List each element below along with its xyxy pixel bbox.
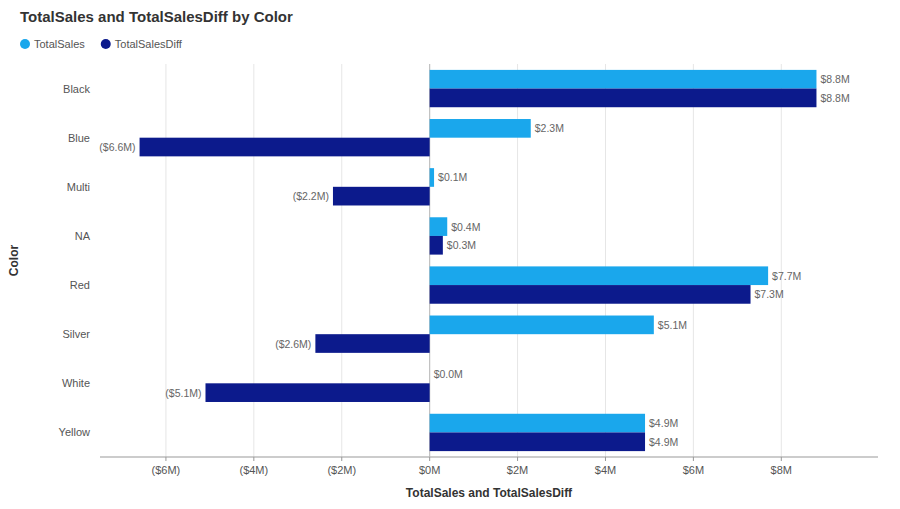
data-label: $8.8M	[820, 73, 849, 85]
y-tick-label: Silver	[62, 328, 90, 340]
data-label: $0.0M	[434, 368, 463, 380]
grid-line	[781, 64, 782, 457]
x-tick-label: ($4M)	[239, 464, 268, 476]
bar	[430, 432, 645, 451]
legend: TotalSales TotalSalesDiff	[20, 38, 183, 50]
y-tick-label: Blue	[68, 132, 90, 144]
tick-mark	[341, 457, 342, 461]
y-tick-label: NA	[75, 230, 91, 242]
tick-mark	[165, 457, 166, 461]
bar	[430, 119, 531, 138]
x-tick-label: $0M	[419, 464, 440, 476]
y-axis-title: Color	[7, 245, 21, 277]
data-label: $4.9M	[649, 436, 678, 448]
bar	[430, 285, 751, 304]
grid	[166, 64, 781, 461]
bar	[315, 334, 429, 353]
x-tick-label: $2M	[507, 464, 528, 476]
data-label: $4.9M	[649, 417, 678, 429]
legend-swatch	[101, 39, 111, 49]
data-label: ($6.6M)	[99, 141, 135, 153]
title: TotalSales and TotalSalesDiff by Color	[20, 8, 293, 25]
tick-mark	[605, 457, 606, 461]
data-label: $0.3M	[447, 239, 476, 251]
data-label: ($5.1M)	[165, 387, 201, 399]
x-tick-label: ($2M)	[327, 464, 356, 476]
x-tick-label: ($6M)	[152, 464, 181, 476]
legend-label: TotalSales	[34, 38, 85, 50]
y-tick-label: Yellow	[59, 426, 90, 438]
bar	[430, 266, 768, 285]
data-label: $5.1M	[658, 319, 687, 331]
bars	[140, 70, 817, 451]
tick-mark	[781, 457, 782, 461]
bar	[205, 383, 429, 402]
y-tick-label: Multi	[67, 181, 90, 193]
x-axis-line	[100, 457, 878, 458]
x-tick-label: $6M	[683, 464, 704, 476]
data-label: $2.3M	[535, 122, 564, 134]
data-label: $8.8M	[820, 92, 849, 104]
y-tick-label: Black	[63, 83, 90, 95]
bar	[430, 414, 645, 433]
data-label: $0.4M	[451, 221, 480, 233]
bar	[430, 70, 817, 89]
chart: ($6M) ($4M) ($2M) $0M $2M $4M $6M $8M $4.9M $0.0M…	[0, 0, 900, 509]
bar	[333, 187, 430, 206]
data-label: $0.1M	[438, 171, 467, 183]
grid-line	[693, 64, 694, 457]
bar	[430, 168, 434, 187]
data-label: ($2.6M)	[275, 338, 311, 350]
legend-label: TotalSalesDiff	[115, 38, 183, 50]
bar	[430, 89, 817, 108]
bar	[429, 365, 430, 384]
x-tick-label: $4M	[595, 464, 616, 476]
tick-mark	[517, 457, 518, 461]
tick-mark	[253, 457, 254, 461]
bar	[140, 138, 430, 157]
data-labels: $4.9M $0.0M $5.1M $7.7M $0.4M $0.1M $2.3M $8.8M…	[99, 73, 849, 448]
tick-mark	[429, 457, 430, 461]
bar	[430, 236, 443, 255]
tick-mark	[693, 457, 694, 461]
x-tick-label: $8M	[771, 464, 792, 476]
data-label: $7.3M	[755, 288, 784, 300]
legend-swatch	[20, 39, 30, 49]
x-axis-title: TotalSales and TotalSalesDiff	[406, 486, 573, 500]
data-label: ($2.2M)	[293, 190, 329, 202]
bar	[430, 316, 654, 335]
y-tick-label: Red	[70, 279, 90, 291]
grid-line	[605, 64, 606, 457]
bar	[430, 217, 448, 236]
y-tick-label: White	[62, 377, 90, 389]
data-label: $7.7M	[772, 270, 801, 282]
